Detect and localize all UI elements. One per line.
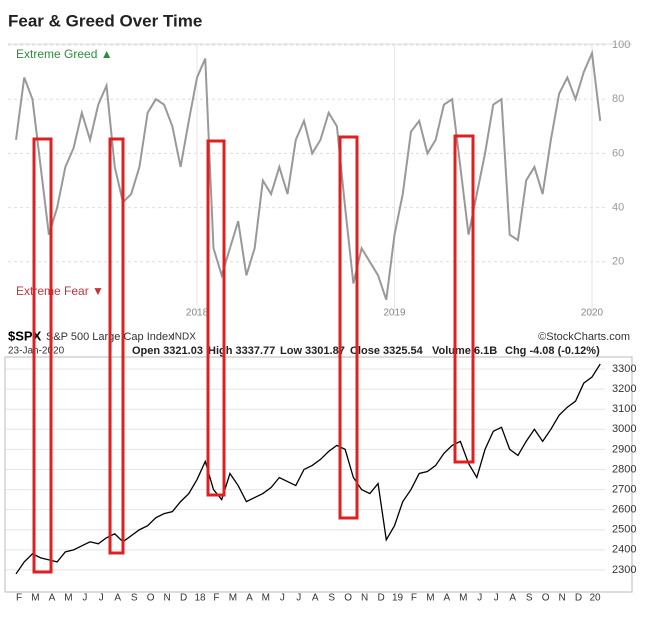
y-tick-label: 40 xyxy=(612,202,624,214)
chart-title: Fear & Greed Over Time xyxy=(8,11,202,30)
x-tick-label: N xyxy=(163,593,170,604)
y-tick-label: 3300 xyxy=(612,363,636,375)
x-tick-label: 2020 xyxy=(581,308,604,319)
x-tick-label: M xyxy=(262,593,270,604)
x-tick-label: O xyxy=(344,593,352,604)
x-tick-label: J xyxy=(296,593,301,604)
x-tick-label: M xyxy=(64,593,72,604)
y-tick-label: 2400 xyxy=(612,544,636,556)
x-tick-label: M xyxy=(229,593,237,604)
x-tick-label: J xyxy=(494,593,499,604)
highlight-box xyxy=(338,135,359,520)
y-tick-label: 2800 xyxy=(612,463,636,475)
y-tick-label: 100 xyxy=(612,39,630,51)
x-tick-label: A xyxy=(114,593,121,604)
x-tick-label: F xyxy=(16,593,22,604)
date: 23-Jan-2020 xyxy=(8,346,65,357)
stat: Open 3321.03 xyxy=(132,345,203,357)
x-tick-label: J xyxy=(280,593,285,604)
x-tick-label: 2018 xyxy=(186,308,209,319)
x-tick-label: 18 xyxy=(194,593,206,604)
x-tick-label: N xyxy=(361,593,368,604)
y-tick-label: 2600 xyxy=(612,504,636,516)
x-tick-label: M xyxy=(426,593,434,604)
fear-label: Extreme Fear ▼ xyxy=(16,284,104,298)
x-tick-label: 2019 xyxy=(383,308,406,319)
x-tick-label: A xyxy=(49,593,56,604)
y-tick-label: 3100 xyxy=(612,403,636,415)
y-tick-label: 3000 xyxy=(612,423,636,435)
greed-label: Extreme Greed ▲ xyxy=(16,47,113,61)
y-tick-label: 2900 xyxy=(612,443,636,455)
x-tick-label: D xyxy=(180,593,187,604)
x-tick-label: M xyxy=(31,593,39,604)
series-line xyxy=(15,363,601,575)
x-tick-label: J xyxy=(82,593,87,604)
highlights xyxy=(32,134,475,574)
x-tick-label: D xyxy=(575,593,582,604)
price-panel xyxy=(4,356,633,593)
x-tick-label: D xyxy=(377,593,384,604)
y-tick-label: 2500 xyxy=(612,524,636,536)
y-tick-label: 2700 xyxy=(612,483,636,495)
x-tick-label: A xyxy=(509,593,516,604)
x-tick-label: F xyxy=(213,593,219,604)
exchange: INDX xyxy=(172,332,196,343)
x-tick-label: O xyxy=(542,593,550,604)
x-tick-label: 19 xyxy=(392,593,404,604)
x-tick-label: A xyxy=(312,593,319,604)
y-tick-label: 80 xyxy=(612,93,624,105)
stat: Close 3325.54 xyxy=(350,345,424,357)
stats: Open 3321.03 High 3337.77 Low 3301.87 Close… xyxy=(132,345,600,357)
x-tick-label: S xyxy=(328,593,335,604)
x-tick-label: J xyxy=(477,593,482,604)
x-tick-label: O xyxy=(147,593,155,604)
x-tick-label: S xyxy=(526,593,533,604)
y-tick-label: 20 xyxy=(612,256,624,268)
x-tick-label: S xyxy=(131,593,138,604)
highlight-box xyxy=(32,137,53,574)
x-tick-label: N xyxy=(558,593,565,604)
x-tick-label: F xyxy=(411,593,417,604)
symbol: $SPX xyxy=(8,328,42,343)
stat: Low 3301.87 xyxy=(280,345,345,357)
x-tick-label: A xyxy=(444,593,451,604)
stat: Volume 6.1B xyxy=(432,345,497,357)
y-tick-label: 60 xyxy=(612,147,624,159)
source: ©StockCharts.com xyxy=(538,331,630,343)
series-line xyxy=(15,49,602,301)
highlight-box xyxy=(453,134,475,464)
y-tick-label: 2300 xyxy=(612,564,636,576)
x-tick-label: A xyxy=(246,593,253,604)
y-tick-label: 3200 xyxy=(612,383,636,395)
stat: Chg -4.08 (-0.12%) xyxy=(505,345,600,357)
stat: High 3337.77 xyxy=(208,345,275,357)
x-tick-label: M xyxy=(459,593,467,604)
highlight-box xyxy=(206,139,226,497)
x-tick-label: 20 xyxy=(589,593,601,604)
highlight-box xyxy=(108,137,125,555)
x-tick-label: J xyxy=(99,593,104,604)
